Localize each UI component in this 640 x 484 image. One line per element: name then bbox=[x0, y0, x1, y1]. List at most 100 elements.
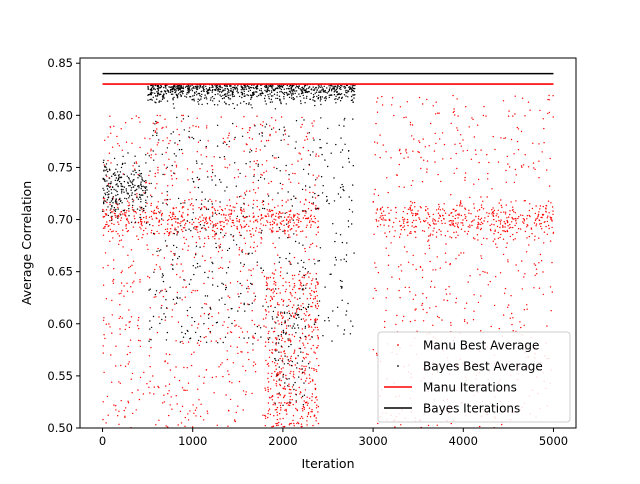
data-point bbox=[310, 209, 312, 212]
data-point bbox=[238, 325, 240, 328]
data-point bbox=[215, 322, 218, 324]
data-point bbox=[193, 320, 196, 323]
data-point bbox=[276, 338, 278, 341]
data-point bbox=[108, 182, 110, 185]
data-point bbox=[166, 199, 169, 201]
data-point bbox=[277, 230, 279, 232]
data-point bbox=[227, 220, 230, 222]
data-point bbox=[171, 309, 174, 311]
data-point bbox=[120, 199, 122, 202]
data-point bbox=[148, 174, 150, 177]
data-point bbox=[287, 339, 289, 342]
data-point bbox=[159, 322, 161, 325]
data-point bbox=[241, 94, 243, 96]
data-point bbox=[412, 180, 414, 182]
data-point bbox=[297, 221, 300, 223]
data-point bbox=[215, 184, 217, 186]
data-point bbox=[438, 112, 440, 114]
data-point bbox=[269, 224, 272, 226]
data-point bbox=[218, 299, 220, 301]
data-point bbox=[168, 353, 171, 356]
data-point bbox=[330, 152, 332, 154]
data-point bbox=[279, 222, 282, 224]
data-point bbox=[293, 377, 295, 379]
data-point bbox=[121, 190, 123, 192]
data-point bbox=[133, 174, 135, 176]
data-point bbox=[200, 98, 202, 100]
data-point bbox=[303, 400, 305, 402]
data-point bbox=[531, 207, 534, 210]
data-point bbox=[122, 213, 124, 215]
data-point bbox=[220, 228, 222, 231]
data-point bbox=[546, 233, 548, 235]
data-point bbox=[314, 297, 316, 300]
data-point bbox=[509, 317, 511, 319]
data-point bbox=[376, 208, 379, 210]
data-point bbox=[494, 230, 496, 232]
data-point bbox=[450, 224, 452, 226]
data-point bbox=[313, 351, 315, 353]
data-point bbox=[131, 198, 134, 200]
data-point bbox=[453, 108, 455, 110]
data-point bbox=[327, 127, 329, 130]
data-point bbox=[267, 277, 270, 279]
data-point bbox=[300, 397, 303, 399]
data-point bbox=[289, 252, 291, 255]
data-point bbox=[264, 145, 266, 147]
data-point bbox=[254, 295, 257, 297]
data-point bbox=[289, 395, 291, 398]
data-point bbox=[386, 177, 388, 179]
data-point bbox=[450, 322, 452, 324]
data-point bbox=[478, 223, 480, 225]
data-point bbox=[326, 92, 328, 94]
data-point bbox=[393, 221, 395, 224]
data-point bbox=[317, 411, 319, 413]
data-point bbox=[170, 263, 172, 266]
data-point bbox=[163, 313, 165, 315]
data-point bbox=[303, 408, 305, 410]
data-point bbox=[288, 224, 290, 227]
data-point bbox=[318, 91, 320, 93]
data-point bbox=[109, 115, 111, 117]
data-point bbox=[242, 409, 244, 411]
data-point bbox=[499, 223, 502, 225]
data-point bbox=[511, 216, 513, 219]
data-point bbox=[291, 218, 293, 220]
data-point bbox=[288, 360, 290, 363]
data-point bbox=[135, 115, 137, 117]
data-point bbox=[455, 258, 457, 260]
data-point bbox=[302, 87, 304, 90]
data-point bbox=[198, 178, 201, 180]
data-point bbox=[309, 293, 311, 295]
data-point bbox=[407, 208, 410, 210]
data-point bbox=[205, 96, 207, 98]
data-point bbox=[267, 87, 269, 89]
data-point bbox=[157, 172, 159, 174]
data-point bbox=[248, 225, 250, 227]
data-point bbox=[376, 111, 379, 113]
data-point bbox=[293, 233, 295, 235]
data-point bbox=[398, 278, 401, 280]
data-point bbox=[310, 294, 312, 296]
data-point bbox=[337, 193, 340, 195]
data-point bbox=[178, 149, 181, 151]
data-point bbox=[274, 409, 276, 411]
data-point bbox=[291, 334, 293, 336]
data-point bbox=[257, 163, 259, 165]
data-point bbox=[278, 261, 280, 263]
data-point bbox=[283, 395, 285, 397]
data-point bbox=[396, 314, 398, 317]
data-point bbox=[352, 84, 354, 87]
data-point bbox=[335, 95, 337, 98]
data-point bbox=[156, 95, 159, 97]
data-point bbox=[230, 308, 232, 310]
data-point bbox=[235, 411, 237, 414]
data-point bbox=[230, 225, 233, 228]
data-point bbox=[226, 85, 228, 88]
data-point bbox=[268, 356, 271, 358]
data-point bbox=[170, 89, 172, 92]
data-point bbox=[393, 114, 395, 117]
data-point bbox=[288, 388, 291, 391]
data-point bbox=[293, 335, 296, 338]
data-point bbox=[219, 94, 221, 96]
